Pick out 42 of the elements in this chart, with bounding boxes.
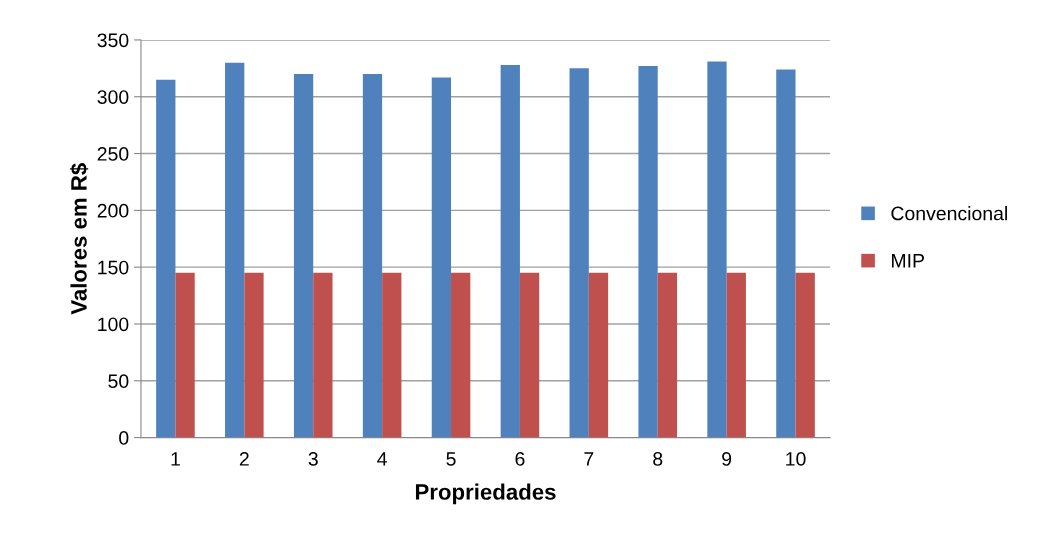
bar [500, 64, 520, 438]
x-tick-label: 1 [171, 452, 180, 466]
bar [776, 69, 796, 438]
x-tick-label: 7 [584, 452, 594, 466]
bar [638, 66, 658, 438]
x-tick-label: 10 [786, 452, 806, 466]
x-tick-label: 9 [722, 452, 732, 466]
bar [569, 68, 589, 438]
legend-label: Convencional [891, 206, 1007, 221]
bar [293, 74, 314, 438]
y-tick-label: 100 [98, 317, 129, 332]
bar [156, 79, 176, 438]
bar [451, 272, 471, 438]
bar [175, 272, 195, 438]
y-tick-label: 200 [97, 203, 129, 218]
x-axis-title: Propriedades [415, 483, 556, 505]
bar [726, 272, 746, 438]
x-tick-label: 3 [308, 452, 318, 466]
bar [431, 77, 452, 438]
x-tick-label: 8 [653, 452, 663, 466]
bar [657, 272, 678, 438]
y-tick-label: 250 [97, 147, 129, 161]
bar [588, 272, 609, 438]
bar [795, 272, 815, 438]
x-tick-label: 2 [239, 452, 249, 466]
x-tick-label: 4 [377, 452, 387, 466]
bar [519, 272, 540, 438]
y-tick-label: 150 [98, 260, 129, 275]
y-tick-label: 0 [119, 431, 129, 445]
x-tick-label: 5 [446, 452, 456, 466]
y-tick-label: 300 [97, 90, 129, 104]
bar [225, 62, 245, 438]
bar [362, 74, 383, 438]
bar [313, 272, 333, 438]
bar [244, 272, 264, 438]
y-tick-label: 50 [108, 374, 129, 389]
y-axis-title: Valores em R$ [70, 163, 89, 315]
x-tick-label: 6 [515, 452, 525, 466]
y-tick-label: 350 [97, 33, 129, 48]
bar [382, 272, 402, 438]
bar [707, 61, 727, 438]
legend-label: MIP [892, 254, 924, 268]
